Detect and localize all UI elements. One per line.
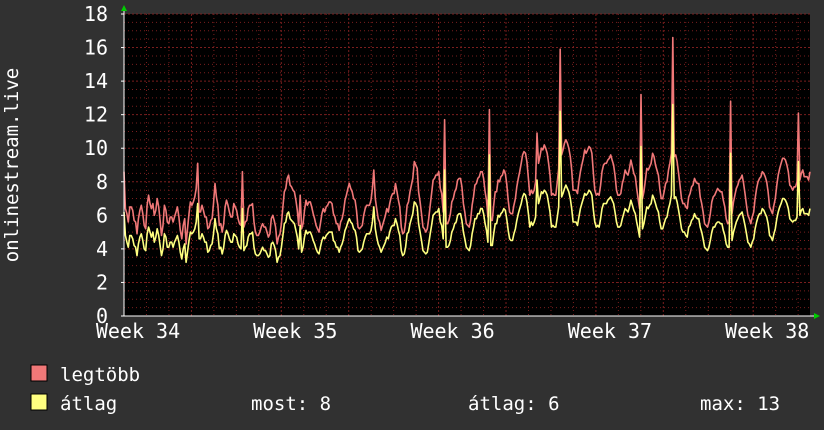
x-tick-label: Week 38: [725, 319, 809, 343]
x-axis-arrow-icon: [814, 313, 820, 319]
stat-average: átlag: 6: [468, 393, 560, 415]
line-atlag: [123, 103, 811, 264]
y-tick-label: 12: [84, 103, 108, 127]
x-tick-label: Week 35: [253, 319, 337, 343]
x-tick-labels: Week 34 Week 35 Week 36 Week 37 Week 38: [96, 319, 809, 343]
x-tick-label: Week 34: [96, 319, 180, 343]
y-tick-label: 0: [96, 304, 108, 328]
y-tick-labels: 0 2 4 6 8 10 12 14 16 18: [84, 2, 124, 328]
legend-swatch-atlag: [30, 393, 48, 411]
axes: [121, 5, 820, 319]
legend-label-atlag: átlag: [60, 393, 117, 415]
y-tick-label: 16: [84, 36, 108, 60]
stat-now: most: 8: [251, 393, 331, 415]
y-axis-label: onlinestream.live: [1, 68, 23, 262]
y-tick-label: 2: [96, 270, 108, 294]
legend-swatch-legtobb: [30, 364, 48, 382]
series-atlag: [123, 103, 811, 264]
y-tick-label: 4: [96, 237, 108, 261]
y-tick-label: 14: [84, 69, 108, 93]
x-tick-label: Week 36: [410, 319, 494, 343]
x-tick-label: Week 37: [568, 319, 652, 343]
series-legtobb: [123, 36, 811, 245]
line-legtobb: [123, 36, 811, 245]
plot-area: [124, 14, 810, 316]
y-tick-label: 10: [84, 136, 108, 160]
y-axis-arrow-icon: [121, 5, 127, 11]
y-tick-label: 8: [96, 170, 108, 194]
stat-max: max: 13: [700, 393, 780, 415]
y-tick-label: 6: [96, 203, 108, 227]
y-tick-label: 18: [84, 2, 108, 26]
legend-label-legtobb: legtöbb: [60, 364, 140, 386]
